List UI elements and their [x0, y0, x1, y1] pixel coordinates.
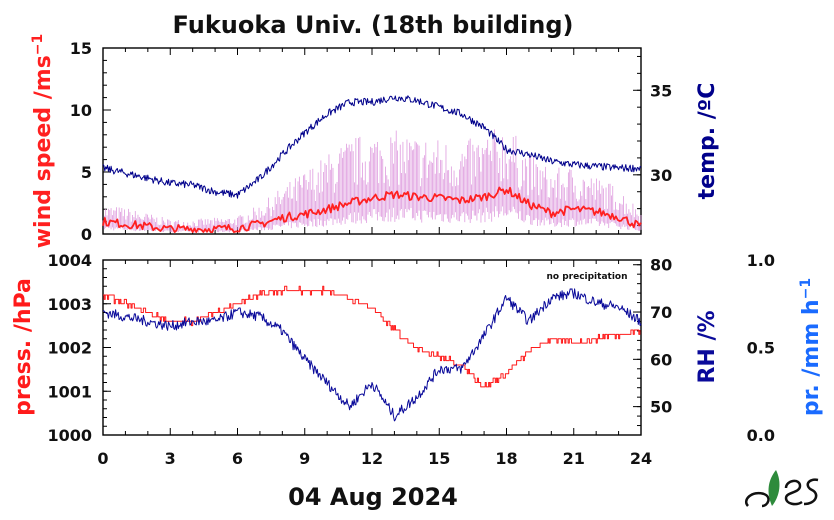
wind-axis-label-sup: −1 — [30, 34, 46, 55]
wind-mean-series — [102, 186, 642, 233]
x-tick-label: 9 — [299, 449, 310, 468]
logo-leaf — [768, 470, 780, 506]
press-tick-label: 1000 — [47, 426, 92, 445]
wind-tick-label: 0 — [81, 225, 92, 244]
temperature-series — [102, 95, 642, 199]
press-tick-label: 1004 — [47, 251, 92, 270]
x-tick-label: 6 — [232, 449, 243, 468]
rh-tick-label: 60 — [650, 350, 672, 369]
x-tick-label: 0 — [97, 449, 108, 468]
precip-tick-label: 0.0 — [747, 426, 775, 445]
rh-tick-label: 80 — [650, 256, 672, 275]
press-tick-label: 1001 — [47, 382, 92, 401]
rh-series — [102, 288, 642, 422]
institution-logo — [745, 470, 819, 508]
x-tick-label: 18 — [495, 449, 517, 468]
logo-swirl — [745, 491, 770, 508]
precip-axis-label-sup: −1 — [798, 278, 814, 299]
logo-letter-s — [803, 478, 819, 506]
wind-tick-label: 15 — [70, 39, 92, 58]
axis-labels: 051015303510001001100210031004506070800.… — [11, 34, 824, 468]
precip-axis-label: pr. /mm h−1 — [798, 278, 824, 416]
wind-axis-label: wind speed /ms−1 — [30, 34, 56, 249]
rh-axis-label: RH /% — [695, 310, 720, 383]
x-tick-label: 15 — [428, 449, 450, 468]
logo-letter-e — [784, 479, 803, 506]
x-tick-label: 3 — [165, 449, 176, 468]
temp-tick-label: 35 — [650, 81, 672, 100]
press-axis-label: press. /hPa — [11, 278, 36, 416]
bottom-panel-frame — [102, 259, 642, 436]
wind-tick-label: 5 — [81, 163, 92, 182]
temp-axis-label: temp. /ºC — [695, 83, 720, 200]
bottom-panel — [102, 259, 642, 436]
x-tick-label: 21 — [563, 449, 585, 468]
chart-title: Fukuoka Univ. (18th building) — [173, 11, 574, 39]
x-tick-label: 24 — [630, 449, 652, 468]
no-precipitation-note: no precipitation — [546, 272, 627, 282]
x-tick-label: 12 — [361, 449, 383, 468]
rh-tick-label: 70 — [650, 303, 672, 322]
temp-tick-label: 30 — [650, 166, 672, 185]
wind-tick-label: 10 — [70, 101, 92, 120]
date-label: 04 Aug 2024 — [288, 483, 458, 511]
pressure-series — [103, 285, 641, 388]
precip-tick-label: 1.0 — [747, 251, 775, 270]
press-tick-label: 1002 — [47, 339, 92, 358]
press-tick-label: 1003 — [47, 295, 92, 314]
rh-tick-label: 50 — [650, 398, 672, 417]
precip-tick-label: 0.5 — [747, 339, 775, 358]
top-panel — [102, 47, 642, 235]
